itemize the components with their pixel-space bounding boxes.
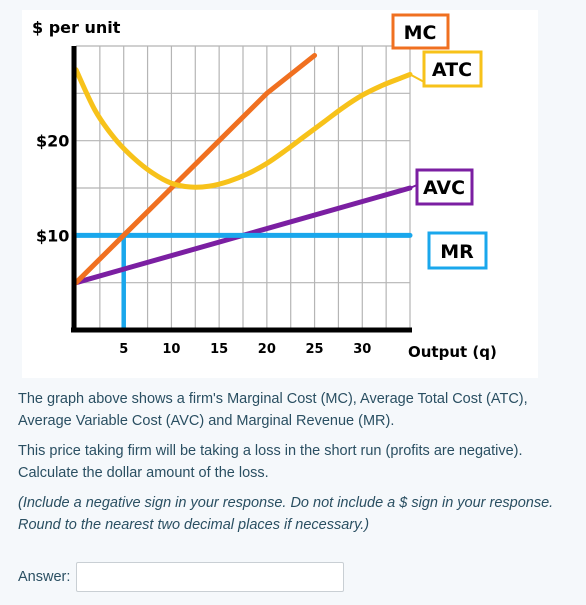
y-tick-label: $20 xyxy=(36,132,69,151)
cost-curves-chart: 5 10 15 20 25 30$10$20 $ per unit Output (q) … xyxy=(32,13,497,361)
question-paragraph-1: The graph above shows a firm's Marginal … xyxy=(18,391,528,429)
series-lines xyxy=(73,52,427,330)
label-mr-text: MR xyxy=(440,241,474,263)
x-tick-label: 30 xyxy=(353,342,371,357)
answer-label: Answer: xyxy=(18,569,71,585)
x-tick-label: 25 xyxy=(306,342,324,357)
label-atc-text: ATC xyxy=(432,59,472,81)
label-mr-box xyxy=(427,231,488,270)
x-tick-label: 5 xyxy=(119,342,128,357)
y-axis-label: $ per unit xyxy=(32,18,121,37)
label-mc: MC xyxy=(391,13,450,50)
label-atc: ATC xyxy=(422,50,483,88)
label-atc-box xyxy=(422,50,483,88)
x-tick-label: 20 xyxy=(258,342,276,357)
x-tick-label: 10 xyxy=(162,342,180,357)
question-instructions: (Include a negative sign in your respons… xyxy=(18,495,554,533)
series-mc-line xyxy=(73,52,318,286)
label-avc-box xyxy=(415,168,474,206)
x-tick-label: 15 xyxy=(210,342,228,357)
tick-labels: 5 10 15 20 25 30 $10 $20 xyxy=(36,132,371,357)
answer-row: Answer: xyxy=(18,562,344,592)
axes xyxy=(71,46,412,333)
label-mc-box xyxy=(391,13,450,50)
x-axis-label: Output (q) xyxy=(408,343,497,361)
answer-input[interactable] xyxy=(76,562,344,592)
series-atc-line xyxy=(73,67,413,190)
label-mc-text: MC xyxy=(404,22,437,44)
label-avc-text: AVC xyxy=(423,177,465,199)
question-text: The graph above shows a firm's Marginal … xyxy=(18,388,570,544)
label-mr: MR xyxy=(427,231,488,270)
label-avc: AVC xyxy=(415,168,474,206)
chart-area: 5 10 15 20 25 30 $10 $20 $ per unit Output (q) … xyxy=(22,10,538,378)
y-tick-label: $10 xyxy=(36,226,69,245)
grid xyxy=(75,45,411,331)
question-paragraph-2: This price taking firm will be taking a … xyxy=(18,443,523,481)
